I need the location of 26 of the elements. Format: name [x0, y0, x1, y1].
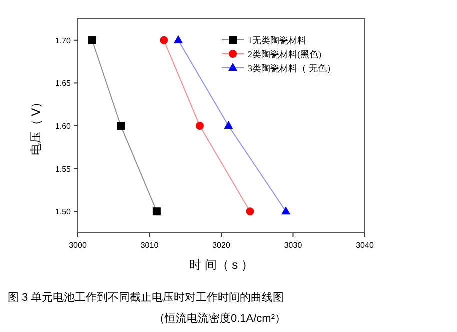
legend-label: 2类陶瓷材料(黑色): [248, 50, 322, 60]
y-tick-label: 1.50: [55, 208, 72, 217]
caption: 图 3 单元电池工作到不同截止电压时对工作时间的曲线图: [8, 291, 284, 304]
legend-label: 3类陶瓷材料（ 无色）: [248, 64, 336, 74]
point: [246, 208, 254, 216]
x-tick-label: 3010: [140, 241, 160, 250]
y-tick-label: 1.55: [55, 164, 72, 174]
x-axis-title: 时 间（ s ）: [189, 258, 254, 272]
y-tick-label: 1.65: [55, 79, 72, 88]
text: （恒流电流密度0.1A/cm²）: [154, 312, 286, 325]
point: [88, 36, 96, 44]
legend-label: 1无类陶瓷材料: [248, 36, 306, 46]
point: [160, 36, 168, 44]
x-tick-label: 3020: [212, 241, 231, 250]
y-tick-label: 1.60: [55, 122, 72, 131]
point: [282, 206, 291, 215]
x-tick-label: 3030: [284, 241, 303, 250]
x-tick-label: 3000: [69, 241, 88, 250]
point: [152, 208, 161, 216]
point: [196, 122, 204, 130]
point: [117, 122, 126, 130]
point: [224, 121, 234, 129]
x-tick-label: 3040: [356, 241, 374, 250]
y-axis-title: 电压（ V）: [29, 96, 43, 156]
point: [174, 35, 183, 44]
y-tick-label: 1.70: [55, 36, 72, 46]
